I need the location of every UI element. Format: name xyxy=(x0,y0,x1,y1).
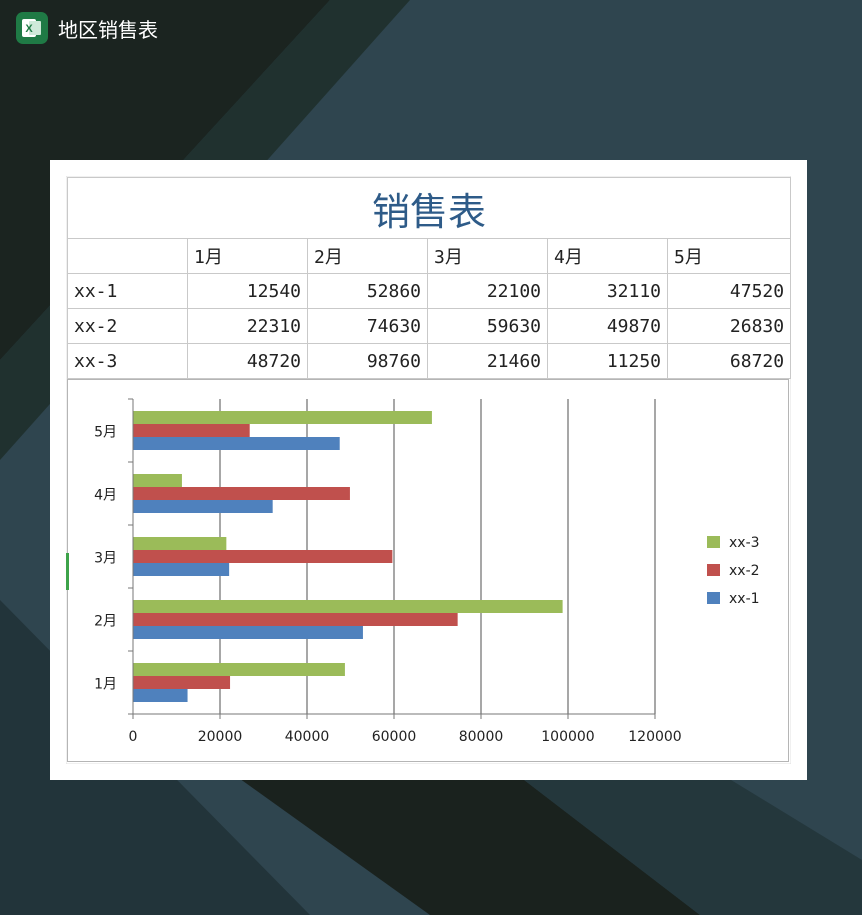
bar-xx-2-2月 xyxy=(133,613,458,626)
x-tick-label: 100000 xyxy=(541,729,594,745)
table-row: xx-1 12540 52860 22100 32110 47520 xyxy=(67,273,792,309)
value-cell[interactable]: 59630 xyxy=(427,308,548,344)
table-row: xx-3 48720 98760 21460 11250 68720 xyxy=(67,343,792,379)
value-cell[interactable]: 11250 xyxy=(547,343,668,379)
legend-label: xx-1 xyxy=(729,591,760,607)
month-header[interactable]: 2月 xyxy=(307,238,428,274)
value-cell[interactable]: 68720 xyxy=(666,343,792,379)
bar-xx-3-1月 xyxy=(133,663,345,676)
header-corner-cell[interactable] xyxy=(67,238,188,274)
x-tick-label: 120000 xyxy=(628,729,681,745)
category-label: 3月 xyxy=(94,551,117,567)
x-tick-label: 80000 xyxy=(459,729,504,745)
category-label: 2月 xyxy=(94,614,117,630)
value-cell[interactable]: 74630 xyxy=(307,308,428,344)
x-tick-label: 40000 xyxy=(285,729,330,745)
value-cell[interactable]: 12540 xyxy=(187,273,308,309)
app-title: 地区销售表 xyxy=(58,17,158,42)
sales-chart[interactable]: 1月 2月 3月 4月 5月 0 20000 40000 60000 80000 100000 120… xyxy=(67,379,789,762)
month-header[interactable]: 3月 xyxy=(427,238,548,274)
category-label: 1月 xyxy=(94,677,117,693)
value-cell[interactable]: 49870 xyxy=(547,308,668,344)
app-header: X 地区销售表 xyxy=(16,11,158,45)
bar-xx-3-2月 xyxy=(133,600,563,613)
row-name-cell[interactable]: xx-2 xyxy=(67,308,188,344)
bar-xx-1-2月 xyxy=(133,626,363,639)
bar-xx-2-3月 xyxy=(133,550,393,563)
excel-icon: X xyxy=(16,12,48,44)
value-cell[interactable]: 32110 xyxy=(547,273,668,309)
x-tick-label: 60000 xyxy=(372,729,417,745)
sales-table: 销售表 1月 2月 3月 4月 5月 xx-1 12540 52860 2210… xyxy=(66,177,792,379)
value-cell[interactable]: 22100 xyxy=(427,273,548,309)
value-cell[interactable]: 48720 xyxy=(187,343,308,379)
table-title-row: 销售表 xyxy=(66,177,792,239)
bar-xx-2-4月 xyxy=(133,487,350,500)
value-cell[interactable]: 47520 xyxy=(666,273,792,309)
value-cell[interactable]: 22310 xyxy=(187,308,308,344)
legend-swatch xyxy=(707,592,720,604)
selection-marker xyxy=(66,553,69,590)
x-tick-label: 20000 xyxy=(198,729,243,745)
category-label: 5月 xyxy=(94,425,117,441)
value-cell[interactable]: 52860 xyxy=(307,273,428,309)
bar-xx-1-4月 xyxy=(133,500,273,513)
month-header[interactable]: 5月 xyxy=(666,238,792,274)
table-row: xx-2 22310 74630 59630 49870 26830 xyxy=(67,308,792,344)
legend-label: xx-3 xyxy=(729,535,760,551)
legend-label: xx-2 xyxy=(729,563,760,579)
value-cell[interactable]: 21460 xyxy=(427,343,548,379)
bar-xx-1-3月 xyxy=(133,563,230,576)
bar-chart-svg: 1月 2月 3月 4月 5月 0 20000 40000 60000 80000 100000 120… xyxy=(67,379,789,762)
table-title[interactable]: 销售表 xyxy=(66,177,792,239)
value-cell[interactable]: 26830 xyxy=(666,308,792,344)
bar-xx-1-5月 xyxy=(133,437,340,450)
row-name-cell[interactable]: xx-3 xyxy=(67,343,188,379)
month-header[interactable]: 1月 xyxy=(187,238,308,274)
month-header[interactable]: 4月 xyxy=(547,238,668,274)
bar-xx-2-1月 xyxy=(133,676,231,689)
legend-swatch xyxy=(707,564,720,576)
row-name-cell[interactable]: xx-1 xyxy=(67,273,188,309)
table-header-row: 1月 2月 3月 4月 5月 xyxy=(67,238,792,274)
svg-text:X: X xyxy=(25,23,33,35)
bar-xx-1-1月 xyxy=(133,689,188,702)
bar-xx-3-4月 xyxy=(133,474,182,487)
value-cell[interactable]: 98760 xyxy=(307,343,428,379)
legend-swatch xyxy=(707,536,720,548)
bar-xx-3-3月 xyxy=(133,537,227,550)
bar-xx-2-5月 xyxy=(133,424,250,437)
category-label: 4月 xyxy=(94,488,117,504)
x-tick-label: 0 xyxy=(129,729,138,745)
bar-xx-3-5月 xyxy=(133,411,432,424)
